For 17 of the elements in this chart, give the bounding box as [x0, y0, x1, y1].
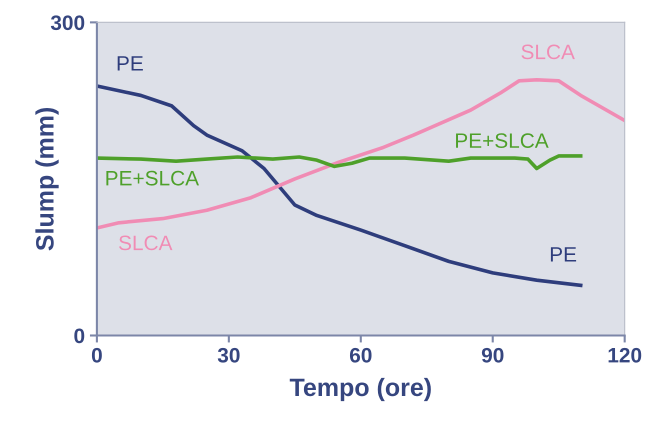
y-axis-title: Slump (mm) — [35, 108, 59, 250]
x-axis-title: Tempo (ore) — [290, 378, 431, 402]
line-series — [96, 154, 583, 170]
x-tick-label: 120 — [608, 348, 642, 363]
y-tick-label: 300 — [50, 15, 84, 30]
x-tick-label: 0 — [92, 348, 102, 363]
text: PE+SLCA — [456, 133, 549, 148]
series-label: PE — [118, 56, 143, 71]
series-label: PE+SLCA — [106, 170, 200, 186]
x-tick-label: 60 — [350, 348, 372, 363]
series-label: SLCA — [119, 236, 172, 250]
line-series — [96, 84, 583, 288]
x-tick-label: 90 — [482, 348, 504, 363]
text: SLCA — [521, 44, 575, 60]
text: PE — [550, 247, 576, 262]
x-tick-label: 30 — [218, 348, 240, 363]
line-series — [96, 78, 625, 230]
